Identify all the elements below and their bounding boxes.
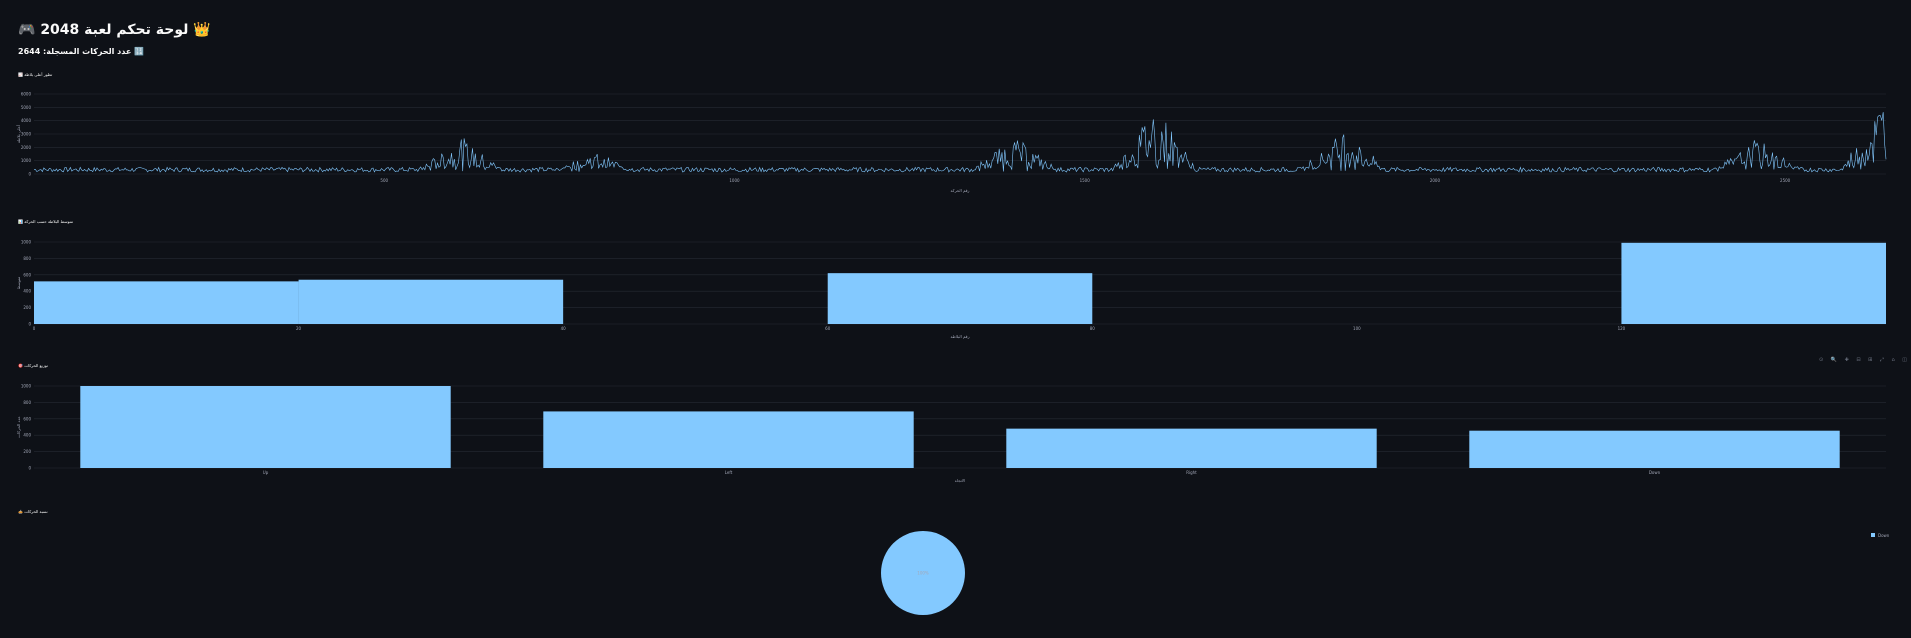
bar <box>1469 430 1840 468</box>
moves-count: 🔢 عدد الحركات المسجلة: 2644 <box>18 47 145 56</box>
x-tick-label: 2500 <box>1780 178 1791 183</box>
moves-pie-chart[interactable]: 100% Down <box>16 525 1896 638</box>
y-tick-label: 600 <box>23 416 31 421</box>
x-tick-label: 100 <box>1353 326 1361 331</box>
line-chart[interactable]: 0 1000 2000 3000 4000 5000 6000 500 1000 1500 2000… <box>16 86 1896 196</box>
bar <box>80 386 451 468</box>
y-tick-label: 0 <box>28 466 31 471</box>
bar <box>1621 242 1886 324</box>
moves-bar-chart[interactable]: 0 200 400 600 800 1000 Up Left Right Down الاتجاه ع… <box>16 380 1896 484</box>
section-title-bar: 📊 متوسط البلاطة حسب الحركة <box>18 219 73 224</box>
bar <box>543 411 914 468</box>
pie-slice-label: 100% <box>917 571 929 576</box>
section-label: 🥧 نسبة الحركات <box>18 509 48 514</box>
section-label: 📈 تطور أعلى بلاطة <box>18 72 53 77</box>
section-label: 📊 متوسط البلاطة حسب الحركة <box>18 219 74 224</box>
x-tick-label: Left <box>725 470 733 475</box>
tile-bar-chart[interactable]: 0 200 400 600 800 1000 0 20 40 60 80 100 120 رقم البل… <box>16 236 1896 340</box>
y-tick-label: 800 <box>23 400 31 405</box>
y-tick-label: 2000 <box>21 145 32 150</box>
x-tick-label: 500 <box>380 178 388 183</box>
bar <box>34 281 299 324</box>
toolbar-icons[interactable]: ⊙ 🔍 ✚ ⊟ ⊞ ⤢ ⌂ ◫ <box>1819 357 1911 363</box>
x-tick-label: 0 <box>33 326 36 331</box>
y-tick-label: 0 <box>28 172 31 177</box>
y-tick-label: 6000 <box>21 92 32 97</box>
bar <box>298 279 564 324</box>
y-tick-label: 400 <box>23 289 31 294</box>
y-axis-label: عدد الحركات <box>16 416 21 438</box>
legend-label: Down <box>1878 533 1890 538</box>
y-tick-label: 800 <box>23 256 31 261</box>
series-line <box>33 112 1887 173</box>
y-axis-label: أعلى بلاطة <box>16 125 21 143</box>
y-tick-label: 1000 <box>21 240 32 245</box>
y-axis-label: متوسط <box>16 277 21 290</box>
section-title-line: 📈 تطور أعلى بلاطة <box>18 72 52 77</box>
page-title: 👑 لوحة تحكم لعبة 2048 🎮 <box>18 22 211 38</box>
y-tick-label: 200 <box>23 305 31 310</box>
y-tick-label: 4000 <box>21 118 32 123</box>
y-tick-label: 1000 <box>21 158 32 163</box>
x-tick-label: 80 <box>1090 326 1096 331</box>
y-tick-label: 600 <box>23 272 31 277</box>
section-title-moves: 🎯 توزيع الحركات <box>18 363 48 368</box>
x-tick-label: 1500 <box>1080 178 1091 183</box>
section-label: 🎯 توزيع الحركات <box>18 363 48 368</box>
y-tick-label: 200 <box>23 449 31 454</box>
section-title-pie: 🥧 نسبة الحركات <box>18 509 48 514</box>
bar <box>1006 428 1377 468</box>
x-axis-label: رقم البلاطة <box>950 334 969 339</box>
x-tick-label: Up <box>263 470 269 475</box>
legend-swatch <box>1871 533 1875 537</box>
y-tick-label: 3000 <box>21 132 32 137</box>
x-tick-label: 2000 <box>1430 178 1441 183</box>
x-tick-label: 120 <box>1618 326 1626 331</box>
y-tick-label: 400 <box>23 433 31 438</box>
x-tick-label: 1000 <box>729 178 740 183</box>
x-tick-label: 60 <box>825 326 831 331</box>
y-tick-label: 0 <box>28 322 31 327</box>
chart-toolbar[interactable]: ⊙ 🔍 ✚ ⊟ ⊞ ⤢ ⌂ ◫ <box>1819 357 1910 363</box>
x-tick-label: Down <box>1649 470 1661 475</box>
y-tick-label: 1000 <box>21 384 32 389</box>
x-tick-label: Right <box>1186 470 1197 475</box>
x-tick-label: 20 <box>296 326 302 331</box>
x-axis-label: الاتجاه <box>955 478 965 483</box>
x-tick-label: 40 <box>561 326 567 331</box>
pie-slice <box>881 531 965 615</box>
y-tick-label: 5000 <box>21 105 32 110</box>
x-axis-label: رقم الحركة <box>951 188 970 193</box>
bar <box>827 273 1093 324</box>
